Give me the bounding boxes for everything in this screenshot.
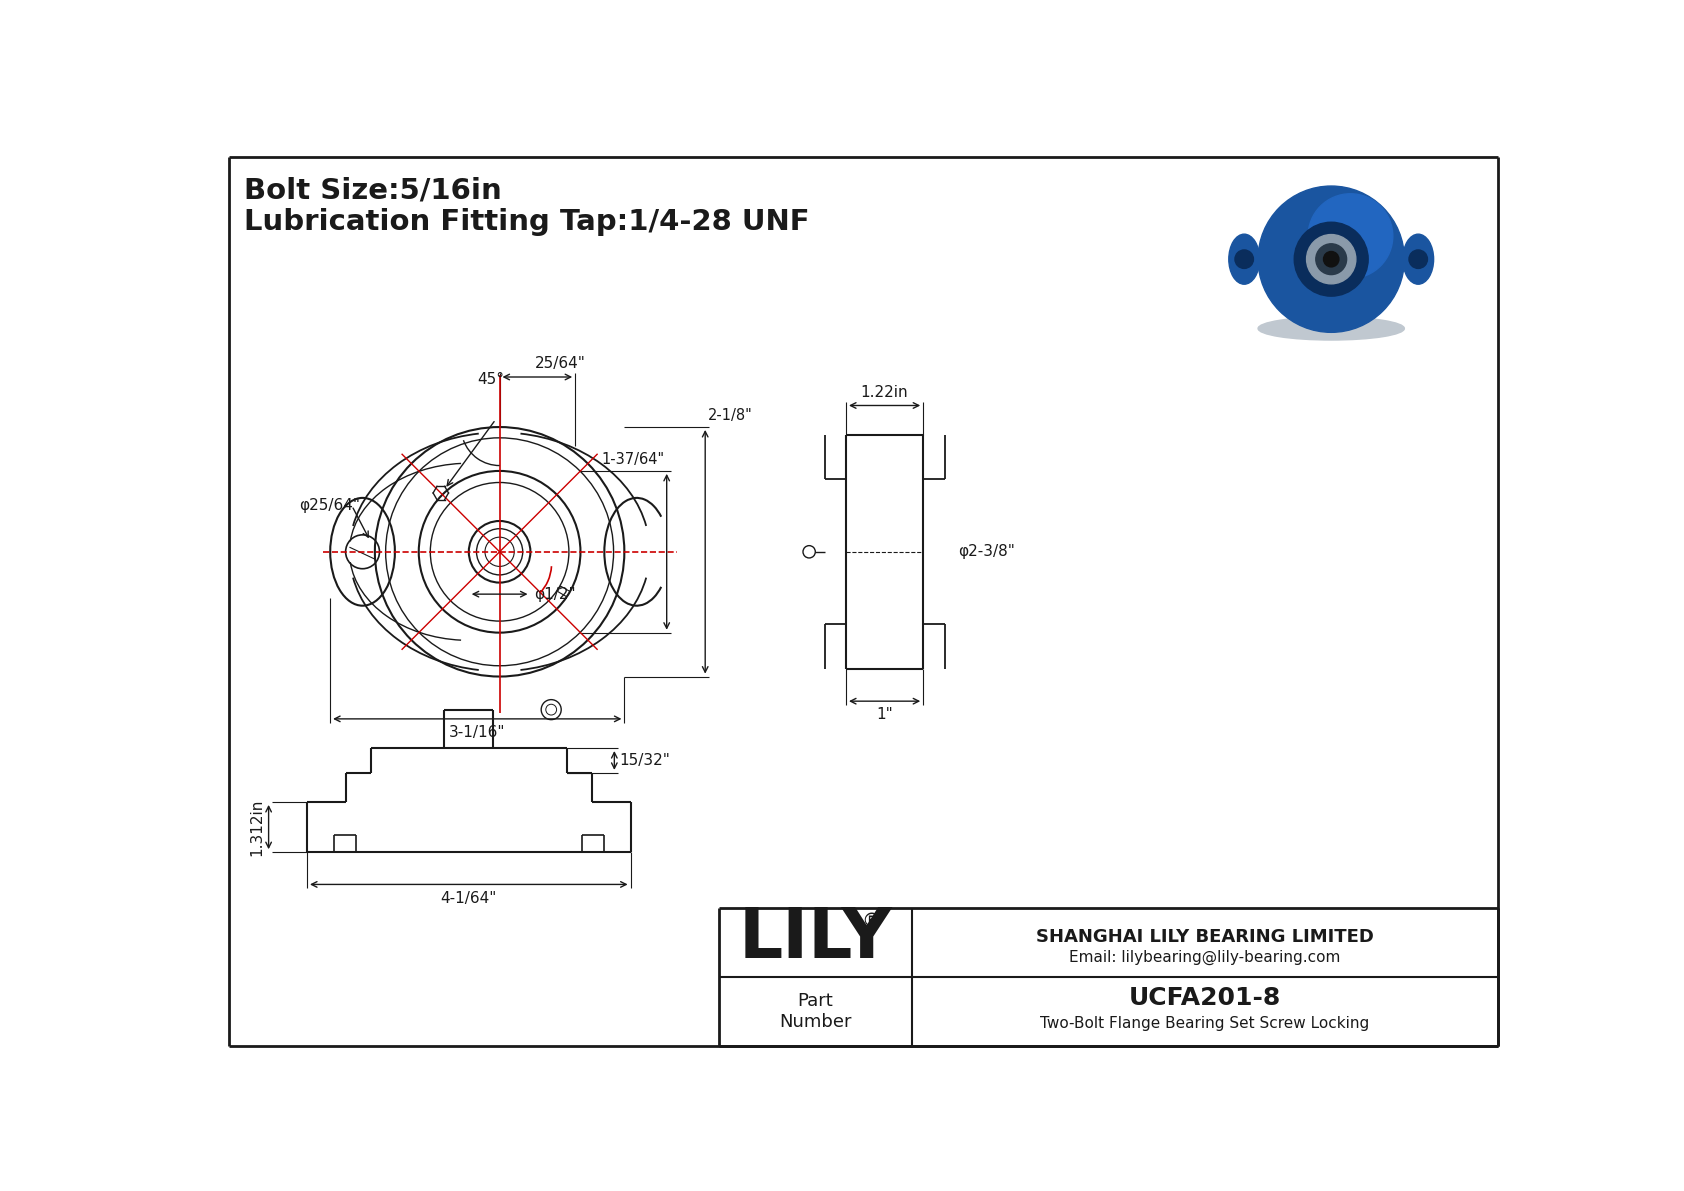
Text: 15/32": 15/32"	[620, 753, 670, 768]
Text: Bolt Size:5/16in: Bolt Size:5/16in	[244, 176, 502, 204]
Text: SHANGHAI LILY BEARING LIMITED: SHANGHAI LILY BEARING LIMITED	[1036, 928, 1374, 946]
Text: 1": 1"	[876, 706, 893, 722]
Circle shape	[1315, 244, 1347, 275]
Circle shape	[1410, 250, 1428, 268]
Text: 1-37/64": 1-37/64"	[601, 453, 665, 467]
Text: UCFA201-8: UCFA201-8	[1128, 986, 1280, 1010]
Text: ®: ®	[862, 912, 881, 931]
Text: 45°: 45°	[477, 372, 504, 387]
Bar	[557, 586, 569, 597]
Text: 2-1/8": 2-1/8"	[707, 409, 753, 423]
Circle shape	[1307, 235, 1356, 283]
Text: 4-1/64": 4-1/64"	[441, 891, 497, 905]
Text: Lubrication Fitting Tap:1/4-28 UNF: Lubrication Fitting Tap:1/4-28 UNF	[244, 207, 810, 236]
Text: 1.312in: 1.312in	[249, 798, 264, 856]
Text: Email: lilybearing@lily-bearing.com: Email: lilybearing@lily-bearing.com	[1069, 950, 1340, 965]
Text: 25/64": 25/64"	[536, 356, 586, 370]
Circle shape	[1234, 250, 1253, 268]
Text: 1.22in: 1.22in	[861, 385, 908, 400]
Text: φ25/64": φ25/64"	[300, 498, 360, 513]
Ellipse shape	[1229, 235, 1260, 285]
Text: φ1/2": φ1/2"	[534, 587, 576, 601]
Text: Part
Number: Part Number	[780, 992, 852, 1031]
Text: LILY: LILY	[738, 905, 893, 972]
Ellipse shape	[1258, 317, 1404, 341]
Circle shape	[1295, 223, 1367, 297]
Text: φ2-3/8": φ2-3/8"	[958, 544, 1015, 560]
Circle shape	[1258, 186, 1404, 332]
Text: 3-1/16": 3-1/16"	[450, 725, 505, 740]
Circle shape	[1308, 194, 1393, 279]
Text: Two-Bolt Flange Bearing Set Screw Locking: Two-Bolt Flange Bearing Set Screw Lockin…	[1041, 1016, 1369, 1030]
Circle shape	[1324, 251, 1339, 267]
Ellipse shape	[1403, 235, 1433, 285]
